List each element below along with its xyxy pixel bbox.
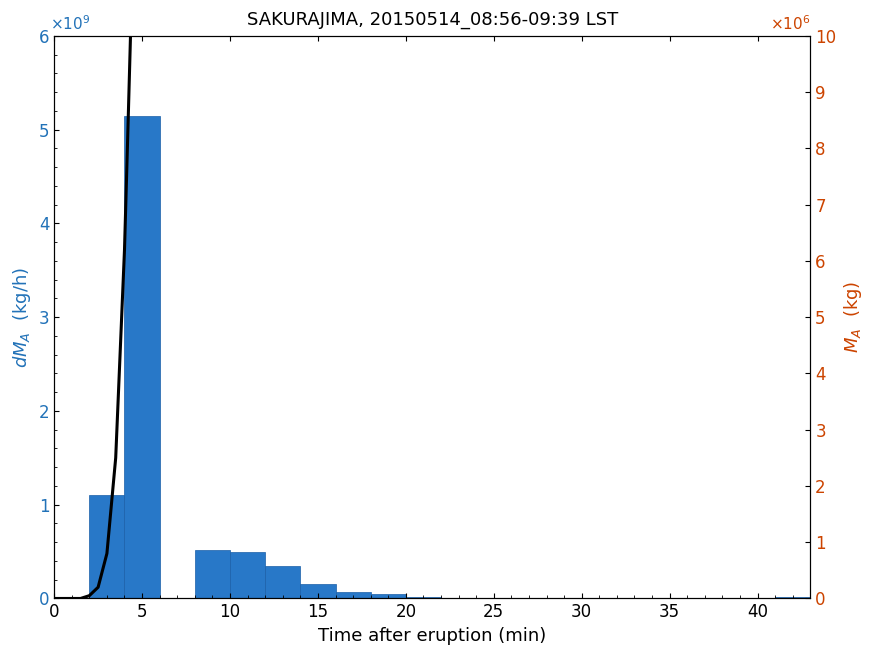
Bar bbox=[124, 115, 159, 598]
Bar bbox=[265, 565, 300, 598]
Text: $\times10^9$: $\times10^9$ bbox=[51, 14, 91, 33]
Bar bbox=[195, 550, 230, 598]
X-axis label: Time after eruption (min): Time after eruption (min) bbox=[318, 627, 546, 645]
Bar bbox=[406, 596, 441, 598]
Bar bbox=[89, 495, 124, 598]
Bar bbox=[371, 594, 406, 598]
Bar bbox=[300, 584, 335, 598]
Bar bbox=[775, 597, 810, 598]
Text: $\times10^6$: $\times10^6$ bbox=[770, 14, 810, 33]
Y-axis label: $dM_A$  (kg/h): $dM_A$ (kg/h) bbox=[11, 266, 33, 368]
Bar bbox=[230, 552, 265, 598]
Title: SAKURAJIMA, 20150514_08:56-09:39 LST: SAKURAJIMA, 20150514_08:56-09:39 LST bbox=[247, 11, 618, 29]
Bar bbox=[335, 592, 371, 598]
Y-axis label: $M_A$  (kg): $M_A$ (kg) bbox=[842, 281, 864, 354]
